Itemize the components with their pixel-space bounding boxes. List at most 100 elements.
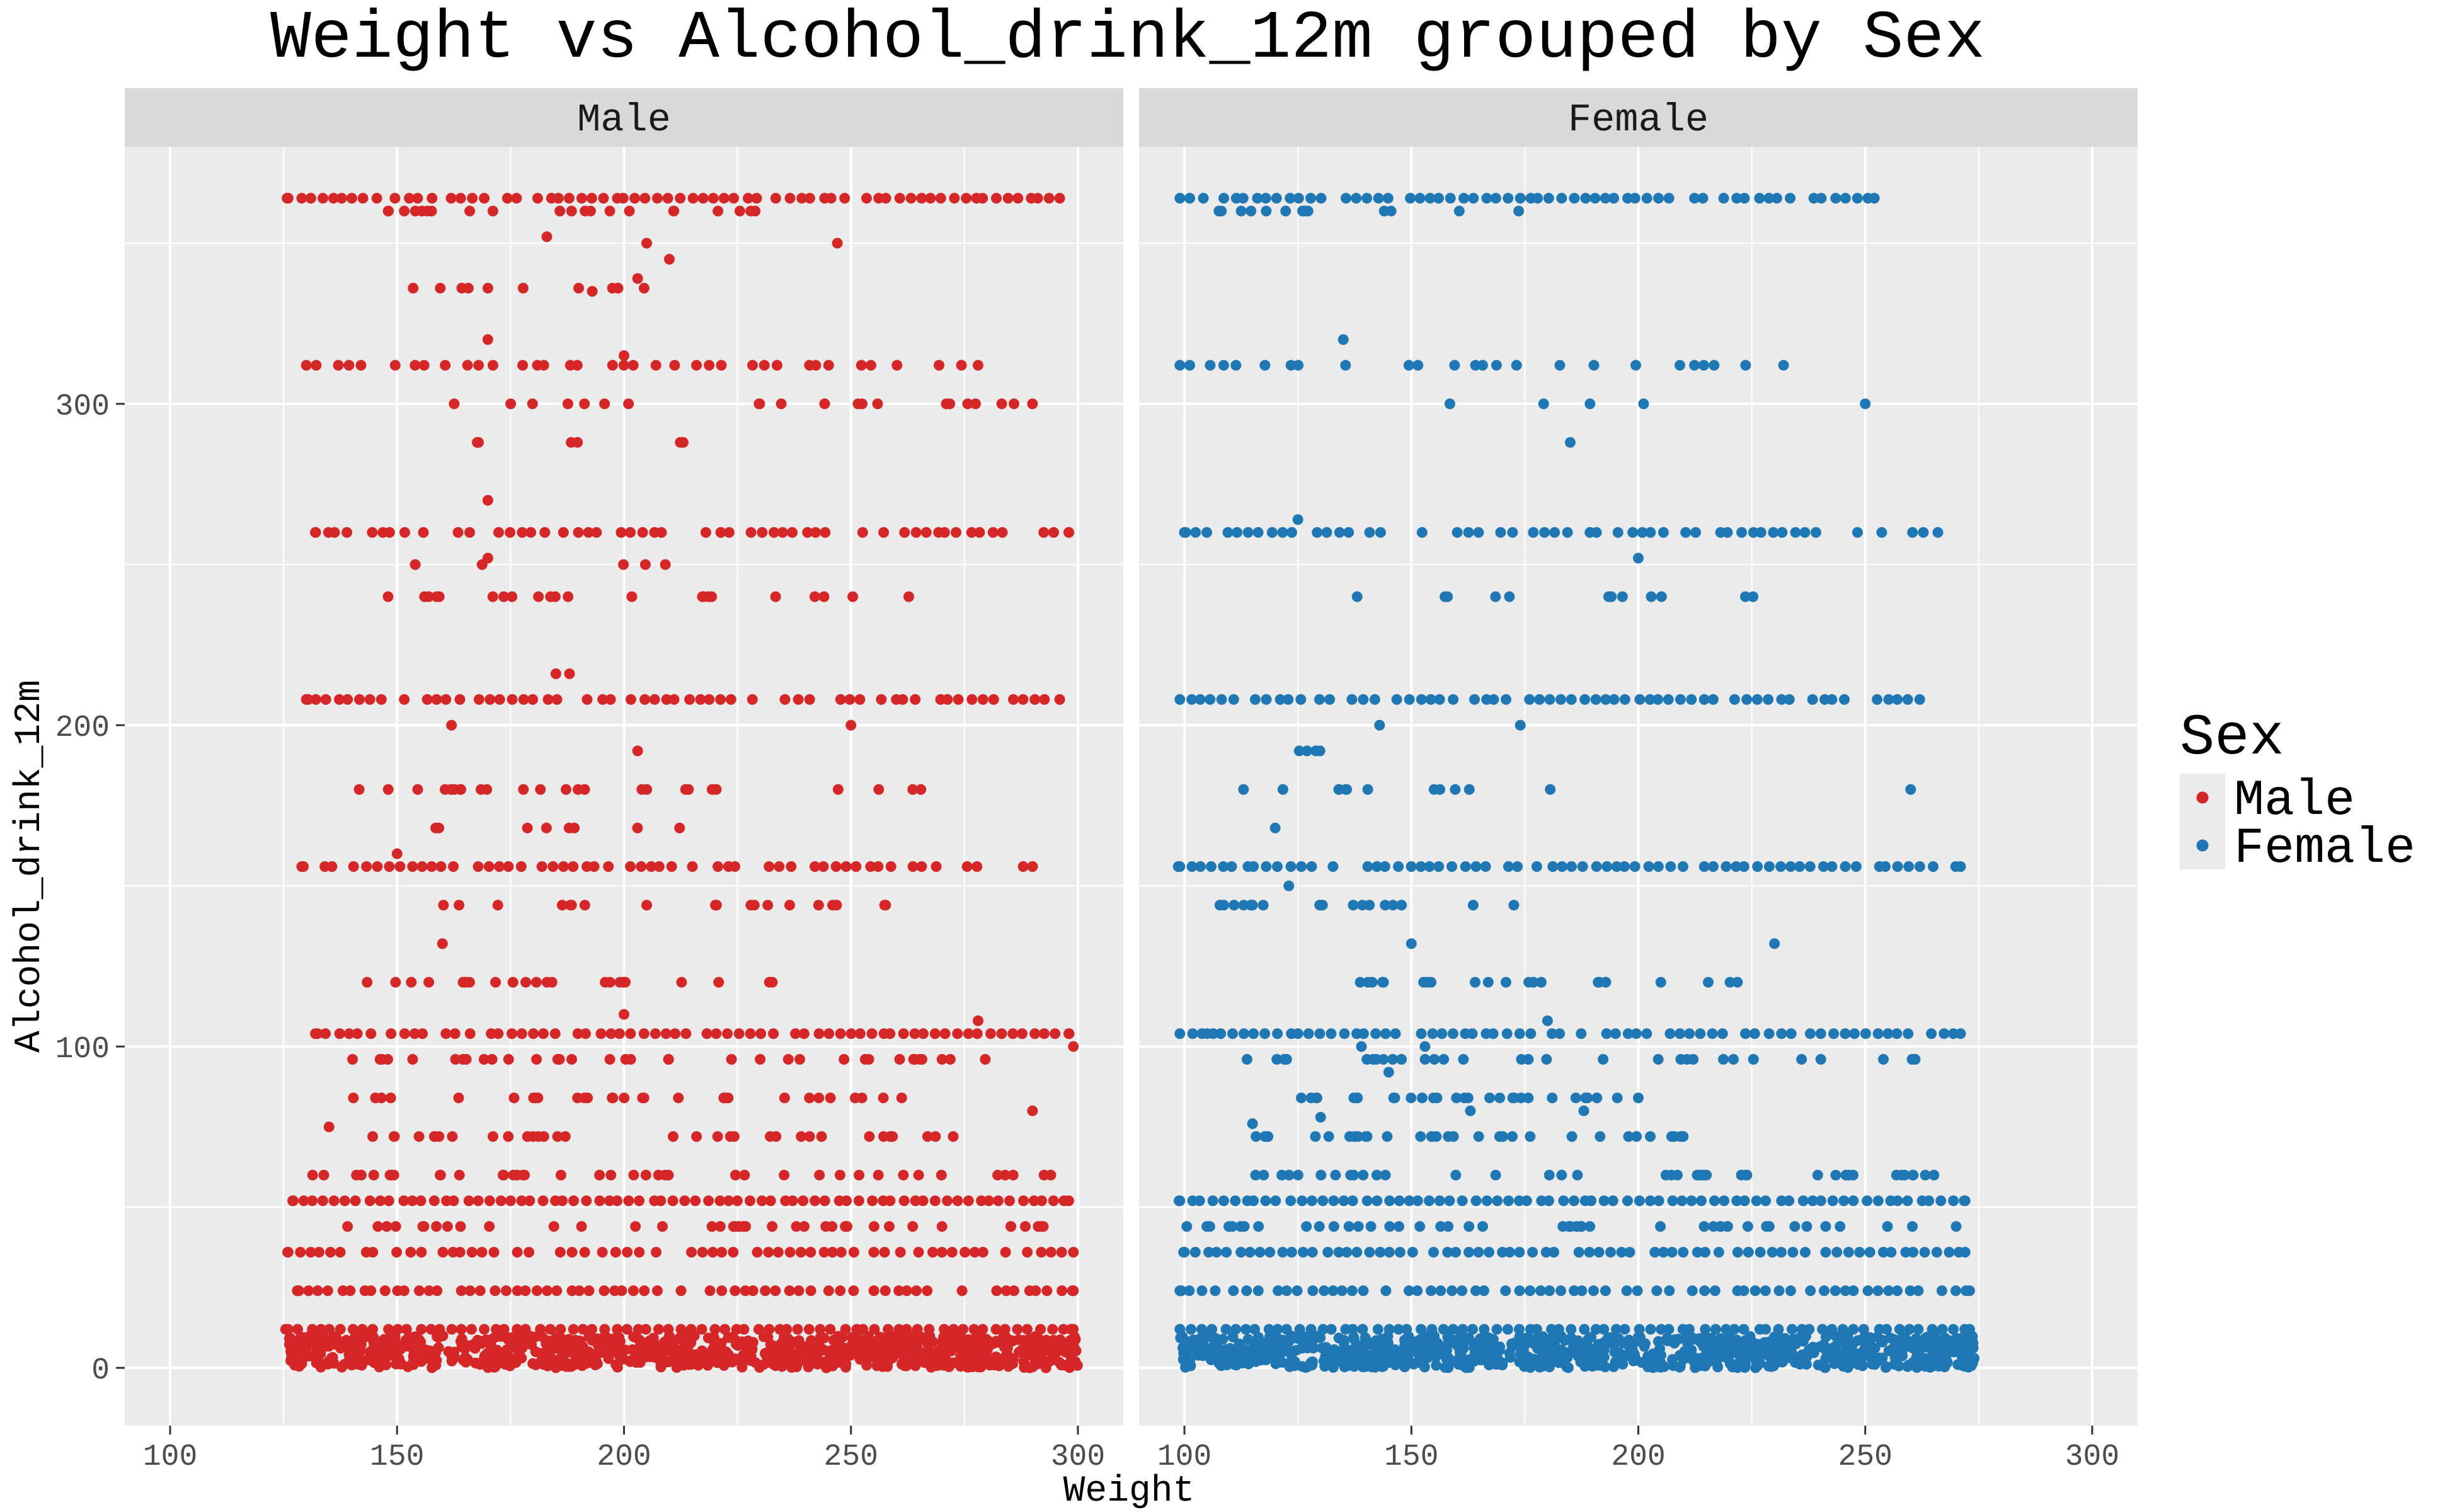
data-point bbox=[1054, 193, 1065, 204]
data-point bbox=[325, 1247, 336, 1258]
data-point bbox=[1328, 1195, 1339, 1206]
data-point bbox=[1598, 1337, 1610, 1348]
data-point bbox=[572, 437, 583, 448]
data-point bbox=[1591, 861, 1602, 872]
data-point bbox=[533, 591, 544, 602]
data-point bbox=[1253, 1221, 1264, 1232]
data-point bbox=[494, 694, 505, 705]
data-point bbox=[1944, 1247, 1955, 1258]
data-point bbox=[1443, 1221, 1454, 1232]
data-point bbox=[706, 784, 718, 795]
data-point bbox=[966, 1361, 978, 1373]
data-point bbox=[1187, 1028, 1198, 1040]
data-point bbox=[1375, 1247, 1386, 1258]
data-point bbox=[1179, 1247, 1190, 1258]
data-point bbox=[382, 784, 394, 795]
data-point bbox=[558, 527, 569, 538]
data-point bbox=[1004, 1195, 1015, 1206]
data-point bbox=[425, 1324, 437, 1335]
data-point bbox=[1819, 1285, 1830, 1297]
data-point bbox=[1305, 193, 1316, 204]
data-point bbox=[432, 1285, 443, 1297]
data-point bbox=[545, 591, 556, 602]
data-point bbox=[1497, 1247, 1508, 1258]
data-point bbox=[650, 360, 662, 371]
data-point bbox=[1424, 1195, 1435, 1206]
data-point bbox=[1581, 1339, 1593, 1350]
data-point bbox=[1684, 1028, 1695, 1040]
data-point bbox=[1589, 193, 1601, 204]
data-point bbox=[1012, 193, 1024, 204]
data-point bbox=[466, 1247, 478, 1258]
data-point bbox=[1959, 1356, 1971, 1367]
data-point bbox=[352, 1028, 363, 1040]
data-point bbox=[285, 1346, 296, 1357]
data-point bbox=[1048, 527, 1059, 538]
data-point bbox=[880, 193, 891, 204]
data-point bbox=[343, 1337, 355, 1348]
data-point bbox=[1729, 694, 1740, 705]
data-point bbox=[1775, 861, 1786, 872]
data-point bbox=[1387, 1054, 1399, 1065]
data-point bbox=[1785, 861, 1796, 872]
data-point bbox=[991, 193, 1002, 204]
data-point bbox=[1068, 1285, 1079, 1297]
data-point bbox=[498, 591, 510, 602]
data-point bbox=[798, 1195, 809, 1206]
data-point bbox=[1277, 784, 1288, 795]
data-point bbox=[1701, 1344, 1712, 1355]
data-point bbox=[1579, 1324, 1590, 1335]
data-point bbox=[479, 193, 490, 204]
data-point bbox=[1292, 1169, 1303, 1181]
data-point bbox=[1358, 1169, 1369, 1181]
data-point bbox=[1525, 1028, 1537, 1040]
data-point bbox=[1283, 1336, 1295, 1347]
data-point bbox=[416, 1247, 427, 1258]
data-point bbox=[844, 694, 856, 705]
data-point bbox=[408, 282, 419, 294]
data-point bbox=[853, 1195, 864, 1206]
data-point bbox=[813, 1028, 825, 1040]
data-point bbox=[1247, 1118, 1258, 1130]
data-point bbox=[1248, 1028, 1259, 1040]
data-point bbox=[991, 1285, 1002, 1297]
data-point bbox=[1351, 1247, 1363, 1258]
data-point bbox=[714, 1195, 726, 1206]
data-point bbox=[946, 1247, 958, 1258]
data-point bbox=[1311, 1331, 1322, 1342]
data-point bbox=[1658, 1247, 1669, 1258]
data-point bbox=[796, 193, 808, 204]
data-point bbox=[857, 527, 868, 538]
data-point bbox=[1045, 1354, 1056, 1366]
data-point bbox=[1238, 784, 1249, 795]
data-point bbox=[1645, 527, 1656, 538]
data-point bbox=[296, 861, 307, 872]
data-point bbox=[1470, 1341, 1481, 1352]
data-point bbox=[486, 1054, 498, 1065]
data-point bbox=[724, 1131, 736, 1142]
data-point bbox=[1285, 861, 1297, 872]
data-point bbox=[1595, 1360, 1606, 1371]
data-point bbox=[1913, 1285, 1924, 1297]
data-point bbox=[1584, 1221, 1596, 1232]
data-point bbox=[959, 1350, 971, 1361]
data-point bbox=[1226, 861, 1237, 872]
data-point bbox=[1371, 1169, 1382, 1181]
data-point bbox=[1310, 1131, 1321, 1142]
data-point bbox=[599, 398, 610, 410]
data-point bbox=[764, 1324, 775, 1335]
data-point bbox=[488, 360, 498, 371]
data-point bbox=[804, 1092, 815, 1104]
data-point bbox=[646, 861, 657, 872]
data-point bbox=[725, 694, 736, 705]
data-point bbox=[450, 1054, 461, 1065]
data-point bbox=[1908, 1169, 1919, 1181]
data-point bbox=[813, 900, 824, 911]
data-point bbox=[474, 1285, 486, 1297]
facet-strip bbox=[125, 88, 1123, 147]
data-point bbox=[915, 784, 927, 795]
data-point bbox=[405, 1247, 416, 1258]
data-point bbox=[487, 591, 498, 602]
data-point bbox=[839, 1054, 850, 1065]
data-point bbox=[1805, 1285, 1816, 1297]
